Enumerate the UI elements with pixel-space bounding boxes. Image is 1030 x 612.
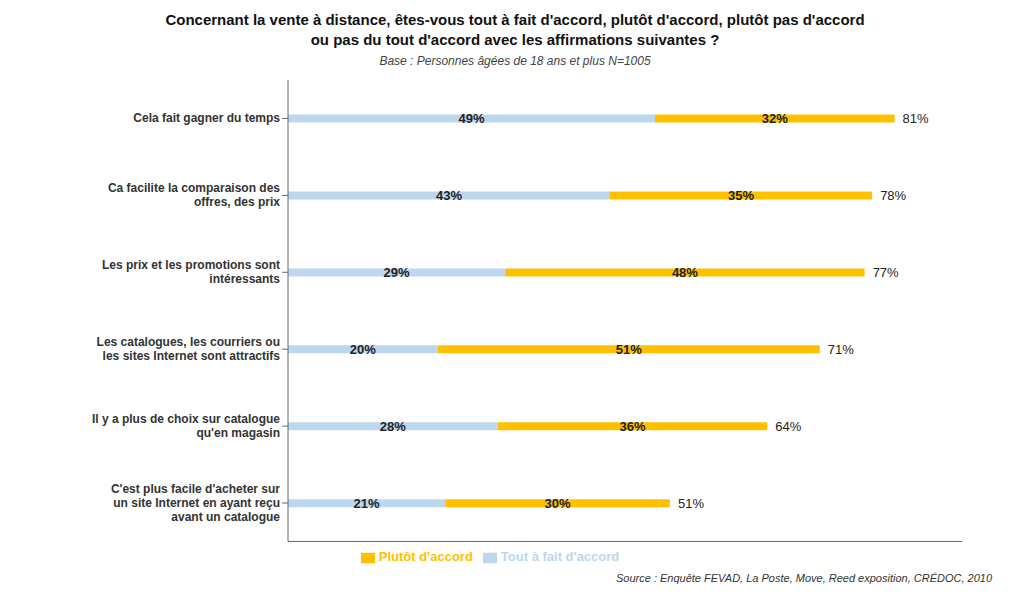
svg-text:51%: 51% xyxy=(678,496,704,511)
svg-text:C'est plus facile d'acheter su: C'est plus facile d'acheter surun site I… xyxy=(111,482,280,524)
svg-text:51%: 51% xyxy=(616,342,642,357)
svg-text:81%: 81% xyxy=(903,111,929,126)
svg-text:Les prix et les promotions son: Les prix et les promotions sontintéressa… xyxy=(102,258,280,286)
svg-text:48%: 48% xyxy=(672,265,698,280)
svg-text:Cela fait gagner du temps: Cela fait gagner du temps xyxy=(133,111,280,125)
svg-text:21%: 21% xyxy=(354,496,380,511)
html-text:Plutôt d'accord: Plutôt d'accord xyxy=(378,549,473,565)
html-text:Source : Enquête FEVAD, La Pos: Source : Enquête FEVAD, La Poste, Move, … xyxy=(616,572,992,584)
svg-text:20%: 20% xyxy=(350,342,376,357)
svg-text:36%: 36% xyxy=(619,419,645,434)
svg-text:32%: 32% xyxy=(762,111,788,126)
html-text:Base : Personnes âgées de 18 a: Base : Personnes âgées de 18 ans et plus… xyxy=(379,54,651,68)
svg-text:Ca facilite la comparaison des: Ca facilite la comparaison desoffres, de… xyxy=(108,181,280,209)
svg-text:Il y a plus de choix sur catal: Il y a plus de choix sur cataloguequ'en … xyxy=(92,412,280,440)
html-text:Concernant la vente à distance: Concernant la vente à distance, êtes-vou… xyxy=(165,11,865,28)
svg-text:43%: 43% xyxy=(436,188,462,203)
svg-text:Les catalogues, les courriers: Les catalogues, les courriers oules site… xyxy=(97,335,281,363)
svg-text:30%: 30% xyxy=(545,496,571,511)
svg-text:78%: 78% xyxy=(880,188,906,203)
html-text:Tout à fait d'accord: Tout à fait d'accord xyxy=(500,549,620,565)
svg-text:35%: 35% xyxy=(728,188,754,203)
svg-text:64%: 64% xyxy=(775,419,801,434)
svg-text:29%: 29% xyxy=(384,265,410,280)
svg-text:77%: 77% xyxy=(873,265,899,280)
svg-text:49%: 49% xyxy=(458,111,484,126)
svg-text:71%: 71% xyxy=(828,342,854,357)
html-text:ou pas du tout d'accord avec l: ou pas du tout d'accord avec les affirma… xyxy=(310,31,720,48)
svg-text:28%: 28% xyxy=(380,419,406,434)
